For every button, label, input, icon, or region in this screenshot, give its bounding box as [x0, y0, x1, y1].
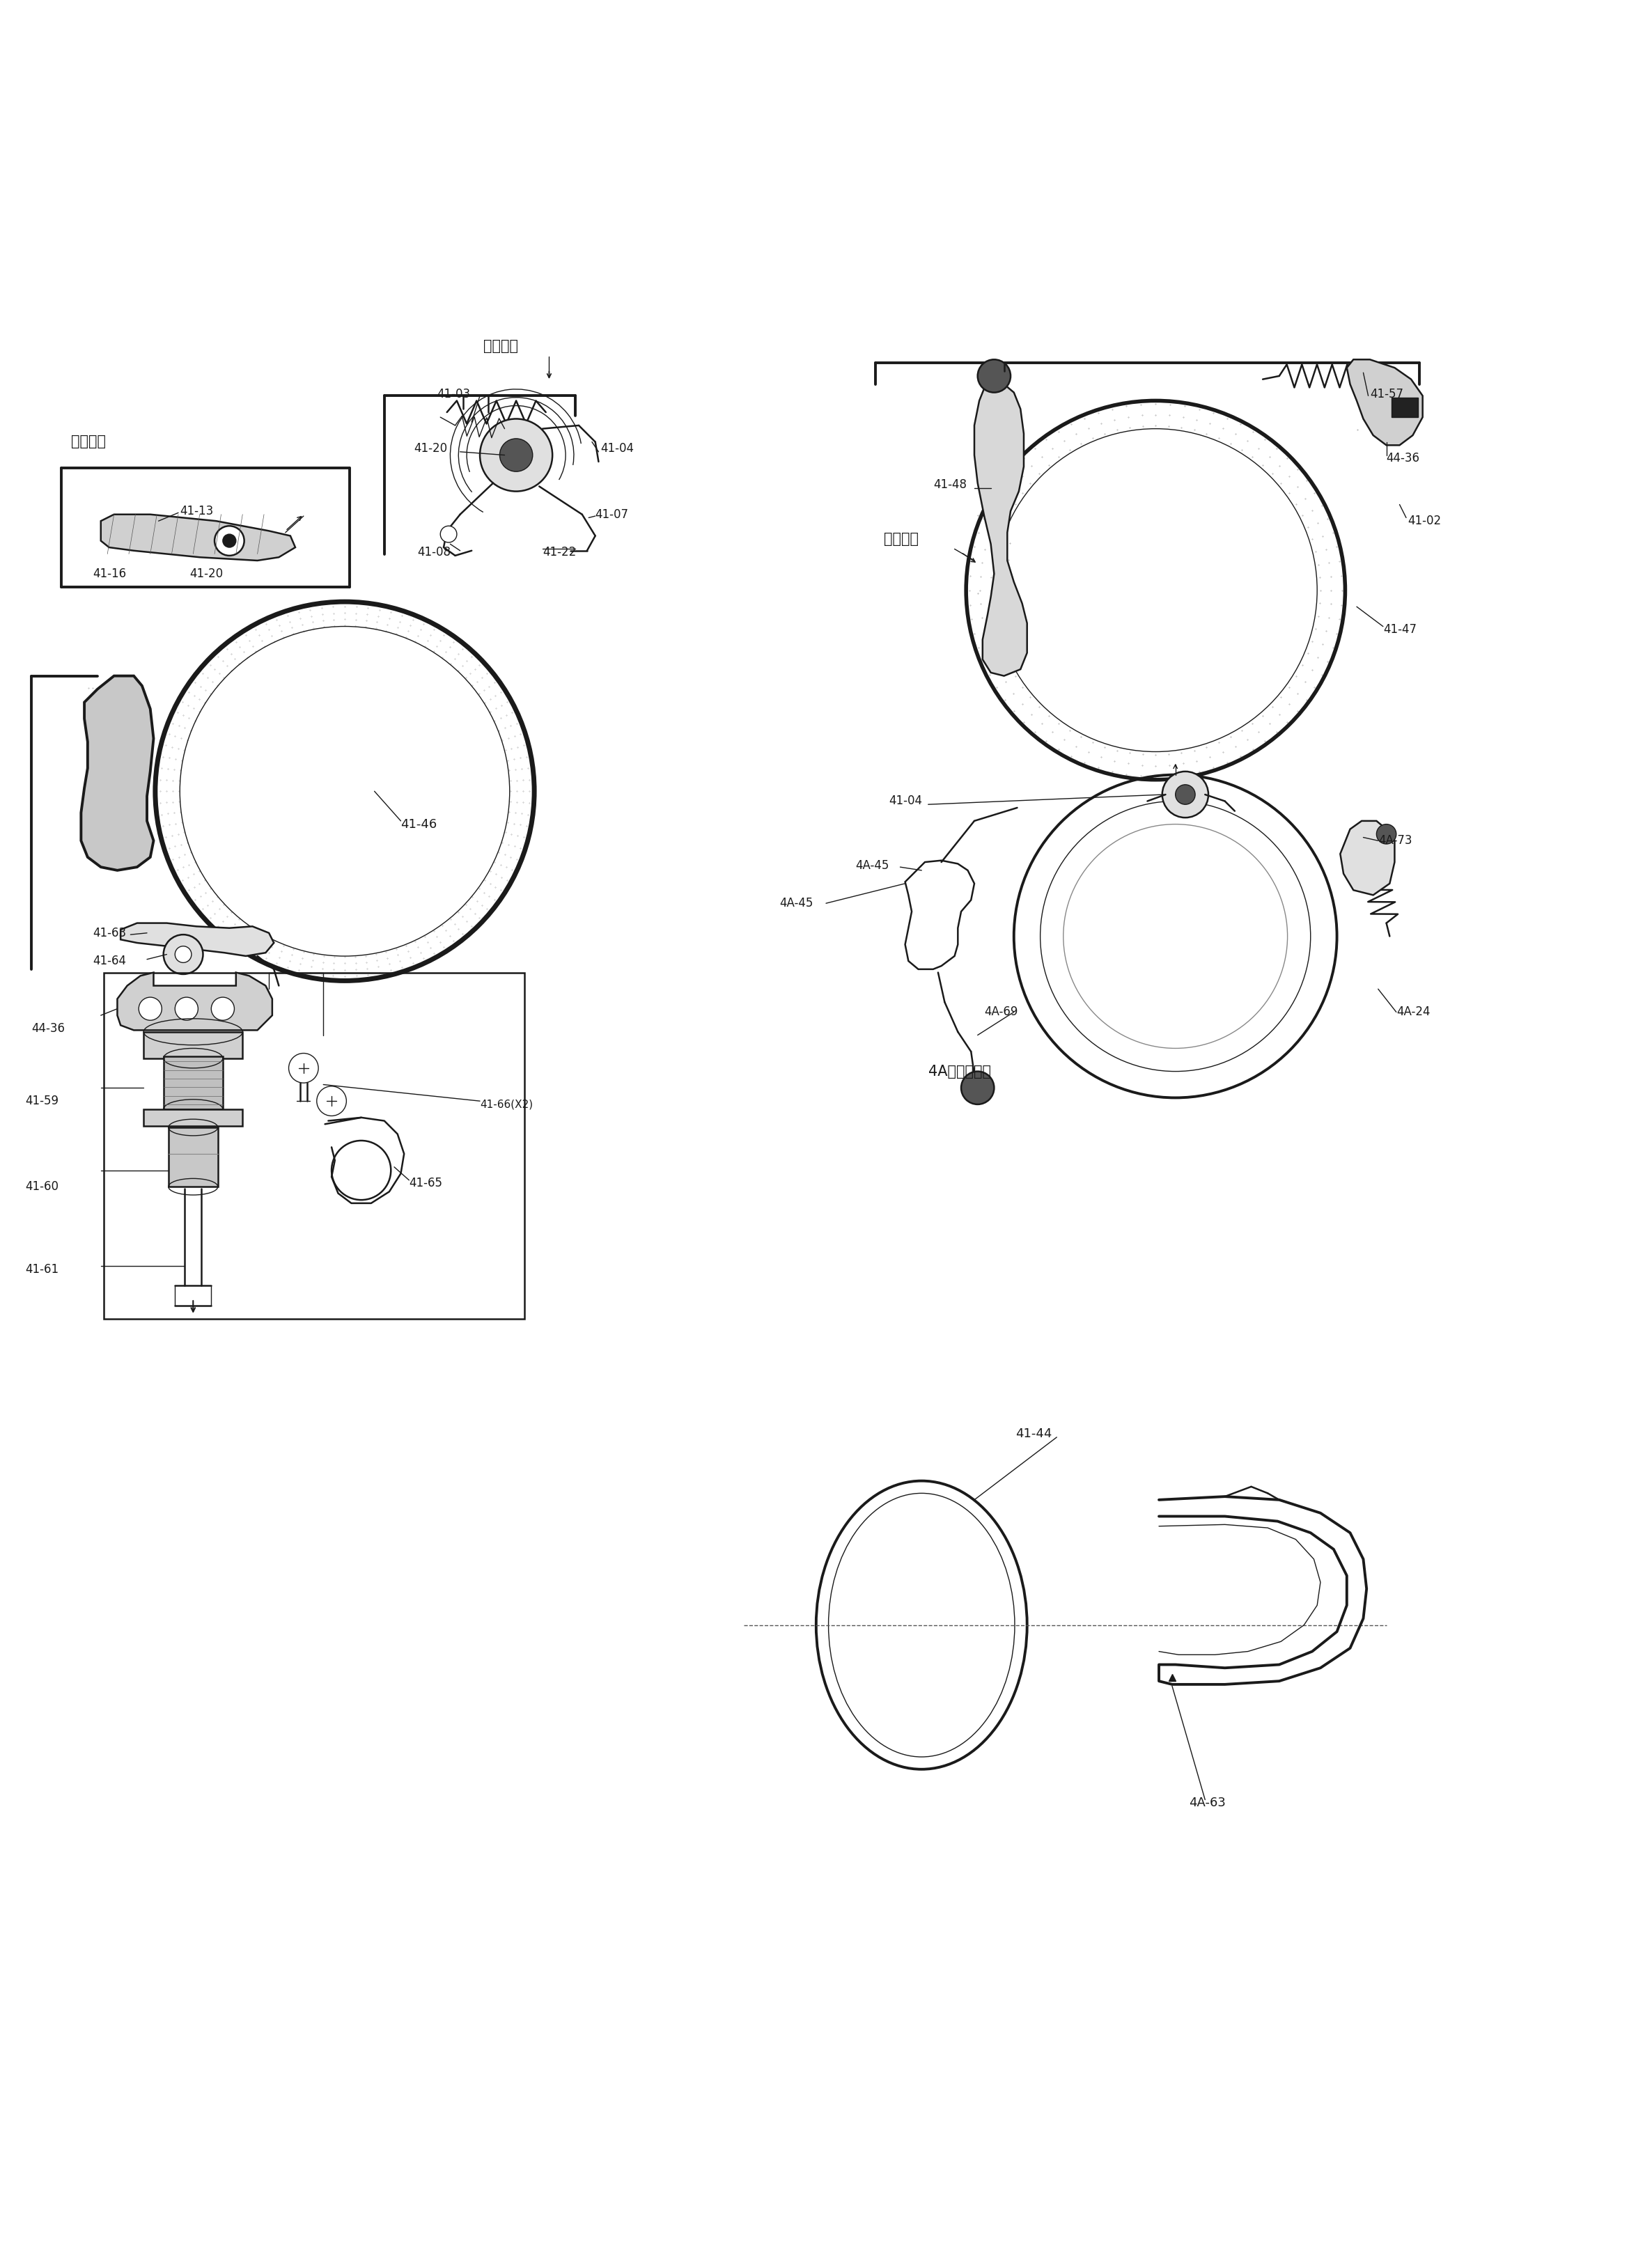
Text: 41-22: 41-22: [542, 547, 577, 558]
Circle shape: [1376, 823, 1396, 844]
Circle shape: [961, 1070, 995, 1105]
Text: 41-04: 41-04: [600, 442, 634, 456]
Circle shape: [441, 526, 458, 542]
Text: 41-44: 41-44: [1016, 1427, 1052, 1440]
Text: 41-04: 41-04: [889, 794, 922, 807]
Polygon shape: [101, 515, 296, 560]
Circle shape: [317, 1086, 347, 1116]
Text: 快门上弦: 快门上弦: [884, 531, 919, 547]
Circle shape: [175, 998, 198, 1021]
Polygon shape: [1346, 361, 1422, 445]
Text: 41-08: 41-08: [418, 547, 451, 558]
Text: 41-47: 41-47: [1383, 624, 1416, 635]
Text: 41-57: 41-57: [1370, 388, 1403, 401]
Polygon shape: [1340, 821, 1394, 896]
Circle shape: [211, 998, 235, 1021]
Text: 4A-45: 4A-45: [780, 898, 813, 909]
Text: 41-20: 41-20: [190, 567, 223, 581]
Text: 41-20: 41-20: [415, 442, 448, 456]
Bar: [1391, 397, 1417, 417]
Text: 4A-73: 4A-73: [1378, 835, 1412, 846]
Text: 4A-69: 4A-69: [985, 1005, 1018, 1018]
Text: 41-48: 41-48: [933, 479, 966, 490]
Circle shape: [289, 1052, 319, 1082]
Bar: [164, 1057, 223, 1109]
Text: 4A型快门扭差: 4A型快门扭差: [928, 1064, 991, 1077]
Polygon shape: [975, 372, 1028, 676]
Text: 41-65: 41-65: [410, 1177, 443, 1191]
Text: 快门上弦: 快门上弦: [482, 338, 519, 354]
Text: 4A-63: 4A-63: [1188, 1796, 1226, 1810]
Text: 41-59: 41-59: [25, 1095, 58, 1107]
Bar: [144, 1032, 243, 1059]
Text: 41-64: 41-64: [93, 955, 126, 966]
Text: 41-13: 41-13: [180, 506, 213, 517]
Circle shape: [1163, 771, 1208, 816]
Text: 4A-45: 4A-45: [856, 860, 889, 871]
Text: 41-07: 41-07: [595, 508, 629, 522]
Text: 4A-24: 4A-24: [1396, 1005, 1431, 1018]
Text: 41-46: 41-46: [401, 819, 438, 830]
Text: 41-03: 41-03: [438, 388, 471, 401]
Circle shape: [499, 438, 532, 472]
Circle shape: [164, 934, 203, 975]
Circle shape: [978, 361, 1011, 392]
Text: 41-63: 41-63: [93, 928, 126, 939]
Polygon shape: [121, 923, 274, 957]
Polygon shape: [117, 973, 273, 1030]
Text: 41-66(X2): 41-66(X2): [479, 1100, 534, 1109]
Text: 41-60: 41-60: [25, 1179, 58, 1193]
Circle shape: [1176, 785, 1194, 805]
Circle shape: [223, 535, 236, 547]
Bar: [104, 973, 524, 1318]
Bar: [169, 1127, 218, 1186]
Text: 41-16: 41-16: [93, 567, 126, 581]
Polygon shape: [81, 676, 154, 871]
Circle shape: [139, 998, 162, 1021]
Bar: [144, 1109, 243, 1125]
Text: 41-61: 41-61: [25, 1263, 58, 1275]
Text: 快门拆放: 快门拆放: [71, 435, 106, 449]
Text: 44-36: 44-36: [1386, 451, 1419, 465]
Circle shape: [215, 526, 244, 556]
Text: 44-36: 44-36: [31, 1023, 64, 1034]
Circle shape: [175, 946, 192, 962]
Text: 41-02: 41-02: [1408, 515, 1441, 526]
Circle shape: [479, 420, 552, 492]
